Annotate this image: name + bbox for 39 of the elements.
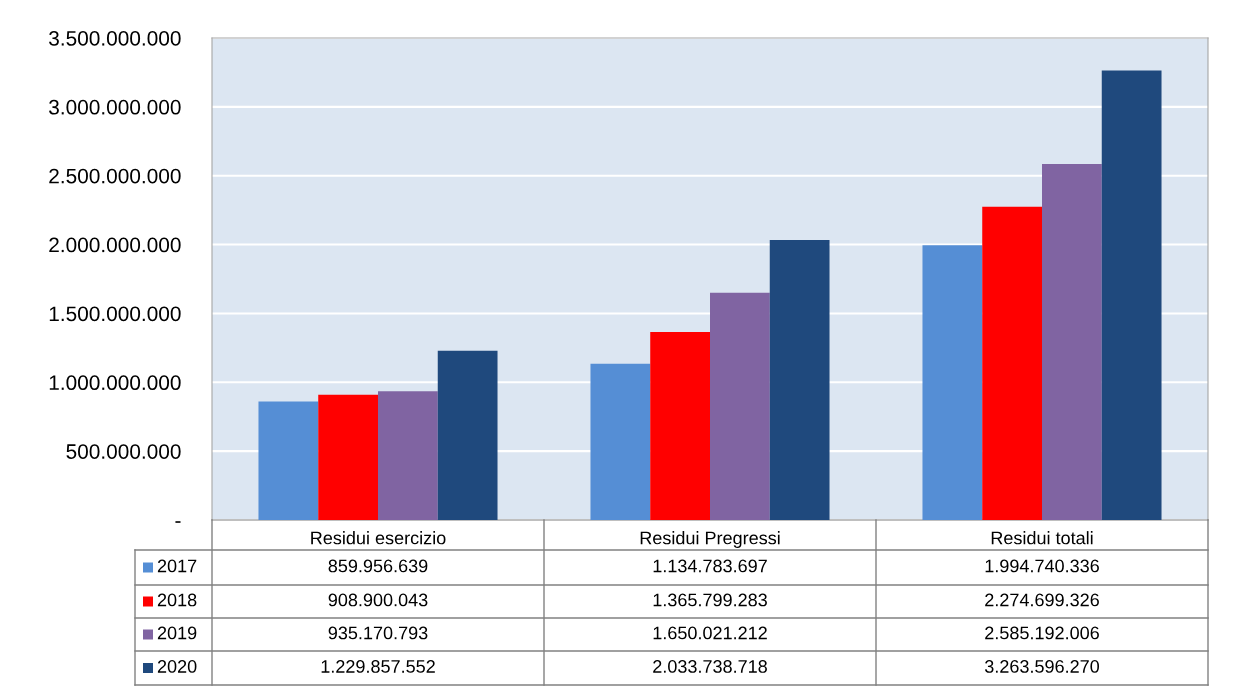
y-tick-label: 1.500.000.000 — [49, 306, 181, 322]
bar — [710, 292, 770, 520]
y-tick-label: 500.000.000 — [66, 444, 181, 459]
data-label: 935.170.793 — [328, 626, 428, 640]
data-label: 2.274.699.326 — [985, 593, 1099, 607]
bar — [650, 331, 710, 520]
data-label: 1.994.740.336 — [985, 559, 1099, 573]
y-tick-label: 3.000.000.000 — [49, 99, 181, 115]
y-tick-label: 3.500.000.000 — [49, 31, 181, 46]
data-label: 3.263.596.270 — [984, 660, 1100, 673]
legend-label: 2017 — [157, 559, 197, 573]
data-label: 2.585.192.006 — [985, 626, 1099, 640]
y-tick-label: - — [175, 521, 181, 523]
bar — [982, 206, 1042, 520]
y-tick-label: 2.000.000.000 — [49, 237, 181, 253]
bar — [437, 350, 498, 520]
bar — [1042, 163, 1102, 520]
x-tick-label: Residui totali — [991, 531, 1093, 545]
y-tick-label: 2.500.000.000 — [49, 168, 181, 184]
data-label: 1.365.799.283 — [653, 593, 767, 607]
data-label: 1.229.857.552 — [321, 660, 435, 673]
data-label: 1.134.783.697 — [653, 559, 767, 573]
bar — [922, 245, 983, 520]
data-label: 908.900.043 — [328, 593, 428, 607]
data-label: 859.956.639 — [328, 559, 428, 573]
x-tick-label: Residui Pregressi — [640, 531, 780, 548]
bar — [258, 401, 319, 520]
bar — [590, 363, 651, 520]
legend-label: 2019 — [157, 626, 197, 640]
bar — [378, 391, 438, 520]
bar — [318, 394, 378, 520]
bar — [769, 239, 830, 520]
x-tick-label: Residui esercizio — [311, 531, 446, 545]
data-label: 1.650.021.212 — [653, 626, 767, 640]
legend-label: 2020 — [157, 660, 197, 673]
y-tick-label: 1.000.000.000 — [49, 375, 181, 391]
legend-label: 2018 — [157, 593, 197, 607]
data-label: 2.033.738.718 — [653, 660, 767, 673]
bar — [1101, 70, 1162, 520]
